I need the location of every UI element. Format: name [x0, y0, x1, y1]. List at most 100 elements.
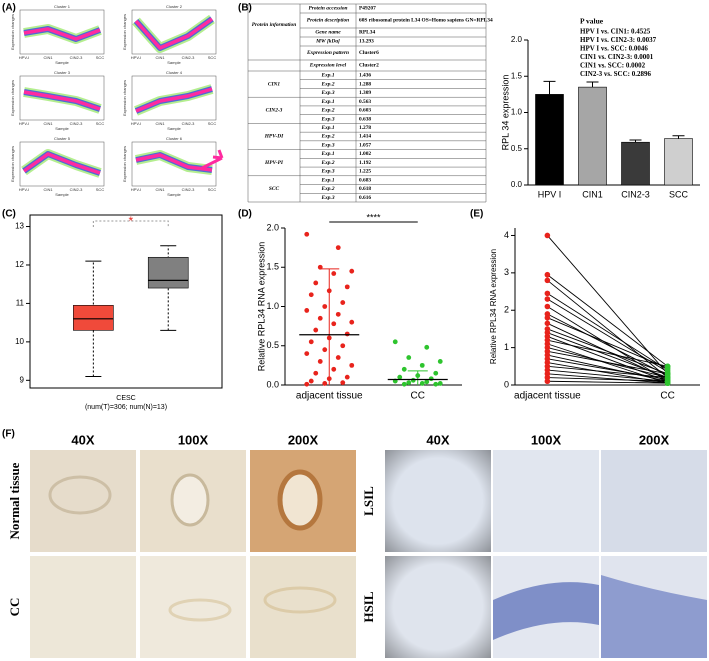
table-cell: 0.683	[359, 177, 371, 183]
panel-label: (E)	[470, 209, 483, 220]
error-bar	[672, 135, 685, 139]
error-bar	[629, 139, 642, 143]
data-point	[419, 381, 425, 386]
x-tick-label: HPV I	[538, 189, 562, 199]
table-label: Protein accession	[308, 6, 347, 12]
data-point	[344, 284, 350, 290]
table-label: Exp.2	[320, 108, 334, 114]
table-label: Exp.1	[320, 177, 334, 183]
annotation: CIN1 vs. SCC: 0.0002	[580, 62, 646, 70]
bar	[578, 86, 607, 186]
data-point	[335, 245, 341, 251]
table-label: Exp.1	[320, 73, 334, 79]
y-tick-label: 0.5	[266, 340, 279, 350]
x-tick-label: adjacent tissue	[296, 391, 363, 402]
pair-line	[547, 328, 668, 375]
micrographs	[30, 450, 707, 658]
table-label: Exp.3	[320, 90, 334, 96]
table-cell: 1.288	[359, 81, 371, 87]
y-tick-label: 11	[16, 299, 25, 308]
cluster-title: Cluster 1	[54, 4, 71, 9]
data-point	[401, 381, 407, 387]
y-tick-label: 3	[504, 267, 509, 277]
column-label: 200X	[288, 432, 319, 447]
y-axis-label: Expression changes	[122, 146, 127, 182]
x-tick-label: CIN1	[43, 121, 53, 126]
data-point	[322, 381, 328, 386]
y-tick-label: 0.0	[511, 180, 523, 189]
table-label: Exp.2	[320, 134, 334, 140]
data-point	[340, 343, 346, 349]
data-point	[304, 308, 310, 313]
table-cell: 0.638	[359, 116, 371, 122]
data-point	[544, 277, 551, 284]
x-tick-label: CIN1	[155, 187, 165, 192]
x-axis-label: Sample	[167, 60, 181, 65]
table-cell: 0.616	[359, 195, 371, 201]
pair-line	[547, 313, 668, 377]
cluster-title: Cluster 5	[54, 136, 71, 141]
x-tick-label: SCC	[208, 121, 217, 126]
data-point	[419, 362, 425, 368]
cluster-plot: Cluster 4 Expression changes Sample HPV-I CI…	[122, 70, 216, 131]
data-point	[544, 320, 551, 327]
table-label: HPV-PI	[264, 160, 284, 166]
y-axis-label: Expression changes	[122, 14, 127, 50]
x-tick-label: CIN1	[155, 121, 165, 126]
y-tick-label: 4	[504, 230, 509, 240]
y-tick-label: 1.5	[266, 262, 279, 272]
x-tick-label: CC	[411, 391, 425, 402]
data-point	[331, 366, 337, 372]
pair-line	[547, 335, 668, 382]
protein-table: Protein information Protein accession P492…	[247, 3, 493, 203]
y-tick-label: 2	[504, 305, 509, 315]
subtitle: (num(T)=306; num(N)=13)	[85, 404, 167, 411]
y-tick-label: 1	[504, 342, 509, 352]
data-point	[340, 300, 346, 305]
y-axis-label: RPL 34 expression	[500, 75, 510, 151]
x-tick-label: CC	[660, 391, 674, 402]
table-cell: 1.414	[359, 134, 371, 140]
y-axis-label: Relative RPL34 RNA expression	[489, 249, 498, 364]
data-point	[308, 292, 314, 298]
table-label: SCC	[269, 186, 280, 192]
table-label: Exp.1	[320, 99, 334, 105]
data-point	[349, 268, 355, 274]
data-point	[344, 374, 350, 380]
y-tick-label: 2.0	[266, 222, 279, 232]
column-label: 100X	[531, 432, 562, 447]
table-cell: 0.563	[359, 99, 371, 105]
cluster-title: Cluster 6	[166, 136, 183, 141]
data-point	[406, 380, 412, 386]
annotation: CIN1 vs. CIN2-3: 0.0001	[580, 53, 654, 61]
column-label: 40X	[426, 432, 449, 447]
data-point	[437, 381, 443, 386]
annotation: HPV I vs. SCC: 0.0046	[580, 45, 648, 53]
y-axis-label: Relative RPL34 RNA expression	[256, 242, 266, 372]
x-tick-label: HPV-I	[131, 121, 141, 126]
table-cell: 0.603	[359, 108, 371, 114]
pair-line	[547, 279, 668, 378]
pair-line	[547, 274, 668, 367]
pair-line	[547, 380, 668, 384]
data-point	[349, 319, 355, 325]
y-tick-label: 1.0	[266, 301, 279, 311]
data-point	[544, 378, 551, 385]
pair-line	[547, 373, 668, 384]
panel-label: (F)	[2, 429, 15, 440]
x-tick-label: adjacent tissue	[514, 391, 581, 402]
y-axis-label: Expression changes	[10, 146, 15, 182]
data-point	[424, 344, 430, 350]
data-point	[544, 303, 551, 310]
error-bar	[543, 80, 556, 95]
row-label: Normal tissue	[7, 462, 22, 539]
x-tick-label: CIN1	[155, 55, 165, 60]
x-tick-label: HPV-I	[19, 187, 29, 192]
data-point	[317, 359, 323, 364]
column-label: 100X	[178, 432, 209, 447]
cluster-plot: Cluster 2 Expression changes Sample HPV-I CI…	[122, 4, 216, 65]
data-point	[308, 378, 314, 384]
bar	[664, 138, 693, 186]
cluster-title: Cluster 4	[166, 70, 183, 75]
